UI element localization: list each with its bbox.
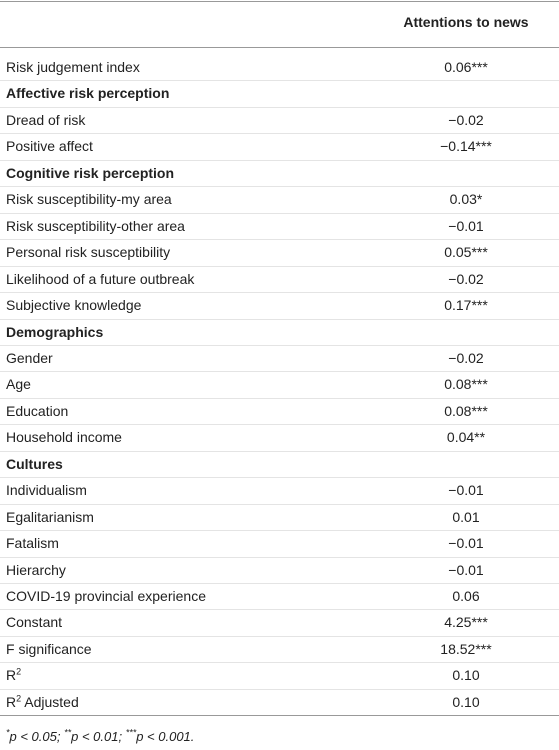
- row-separator: [0, 609, 559, 611]
- footnote-marker: ***: [125, 727, 137, 738]
- row-value: −0.02: [448, 111, 484, 128]
- section-heading: Cognitive risk perception: [6, 164, 175, 181]
- footnote-text: p < 0.001.: [136, 729, 195, 744]
- row-separator: [0, 450, 559, 452]
- row-label: Education: [6, 402, 69, 419]
- row-separator: [0, 503, 559, 505]
- footnote-text: p < 0.01;: [71, 729, 126, 744]
- row-value: 0.08***: [444, 376, 488, 393]
- row-value: 0.10: [452, 667, 480, 684]
- row-value: 0.04**: [446, 429, 486, 446]
- row-separator: [0, 159, 559, 161]
- row-label: COVID-19 provincial experience: [6, 588, 206, 604]
- section-heading: Demographics: [6, 323, 104, 340]
- row-label: Positive affect: [6, 138, 93, 155]
- row-separator: [0, 397, 559, 399]
- row-value: 0.08***: [444, 402, 488, 419]
- row-separator: [0, 344, 559, 346]
- superscript: 2: [16, 693, 22, 704]
- row-label: Subjective knowledge: [6, 297, 142, 314]
- row-separator: [0, 556, 559, 558]
- row-separator: [0, 186, 559, 188]
- section-heading: Affective risk perception: [6, 85, 170, 102]
- row-separator: [0, 318, 559, 320]
- row-label: Individualism: [6, 482, 87, 499]
- row-value: −0.01: [448, 561, 484, 578]
- row-label: Gender: [6, 349, 53, 366]
- row-separator: [0, 371, 559, 373]
- row-separator: [0, 106, 559, 108]
- row-label: Egalitarianism: [6, 508, 94, 525]
- row-label: Risk judgement index: [6, 59, 140, 75]
- row-label: Dread of risk: [6, 111, 86, 128]
- row-value: 4.25***: [444, 614, 488, 631]
- superscript: 2: [16, 666, 22, 677]
- row-separator: [0, 583, 559, 584]
- row-label: Risk susceptibility-other area: [6, 217, 185, 234]
- footnote: *p < 0.05; **p < 0.01; ***p < 0.001.: [6, 727, 195, 744]
- row-separator: [0, 133, 559, 135]
- row-separator: [0, 212, 559, 214]
- row-label: R2: [6, 666, 22, 684]
- row-separator: [0, 688, 559, 690]
- row-value: −0.01: [448, 482, 484, 499]
- row-label: Household income: [6, 429, 122, 446]
- row-value: 0.05***: [444, 244, 488, 261]
- footnote-marker: *: [6, 727, 10, 738]
- row-label: Fatalism: [6, 535, 59, 552]
- label-rest: Adjusted: [21, 693, 79, 710]
- row-value: 0.06: [452, 588, 480, 604]
- row-value: 0.10: [452, 693, 480, 710]
- row-value: −0.14***: [440, 138, 492, 155]
- row-separator: [0, 265, 559, 267]
- row-label: Age: [6, 376, 31, 393]
- row-label: F significance: [6, 640, 92, 657]
- row-separator: [0, 80, 559, 82]
- column-header: Attentions to news: [403, 14, 529, 30]
- row-label: Likelihood of a future outbreak: [6, 270, 195, 287]
- row-value: −0.01: [448, 535, 484, 552]
- footnote-text: p < 0.05;: [9, 729, 65, 744]
- row-separator: [0, 424, 559, 426]
- row-separator: [0, 292, 559, 294]
- row-value: −0.02: [448, 270, 484, 287]
- row-separator: [0, 662, 559, 664]
- row-separator: [0, 635, 559, 637]
- footnote-marker: **: [64, 727, 72, 738]
- bottom-rule: [0, 715, 559, 717]
- row-value: 0.01: [452, 508, 480, 525]
- row-separator: [0, 530, 559, 532]
- row-value: 0.17***: [444, 297, 488, 314]
- row-value: 18.52***: [440, 640, 492, 657]
- row-label: Personal risk susceptibility: [6, 244, 171, 261]
- row-label: Risk susceptibility-my area: [6, 191, 172, 208]
- top-rule: [0, 1, 559, 2]
- header-rule: [0, 47, 559, 48]
- row-label: Hierarchy: [6, 561, 66, 578]
- row-label: R2 Adjusted: [6, 693, 79, 710]
- row-value: −0.02: [448, 349, 484, 366]
- row-separator: [0, 239, 559, 241]
- section-heading: Cultures: [6, 455, 63, 472]
- row-label: Constant: [6, 614, 63, 631]
- row-value: −0.01: [448, 217, 484, 234]
- row-separator: [0, 477, 559, 479]
- row-value: 0.06***: [444, 59, 488, 75]
- row-value: 0.03*: [449, 191, 483, 208]
